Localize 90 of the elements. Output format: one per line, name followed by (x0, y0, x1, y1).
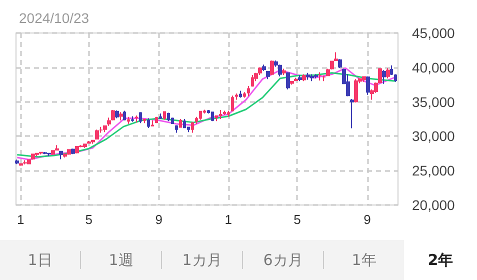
candlestick (15, 159, 19, 165)
y-tick-label: 40,000 (412, 59, 456, 76)
candlestick (151, 120, 154, 126)
candlestick (211, 112, 214, 122)
candlestick (354, 78, 358, 103)
candlestick (199, 110, 202, 120)
text: 2年 (426, 250, 454, 270)
x-tick-label: 9 (364, 212, 371, 227)
x-tick-label: 9 (155, 212, 163, 227)
candlestick (278, 64, 282, 77)
candlestick (63, 152, 67, 158)
candlestick (350, 98, 354, 129)
candlestick (266, 71, 270, 80)
candlestick (314, 74, 318, 79)
candlestick (270, 60, 274, 76)
candlestick (286, 72, 290, 90)
candlestick (231, 95, 234, 112)
candlestick (310, 74, 314, 82)
candlestick (135, 115, 138, 123)
candlestick (35, 152, 39, 157)
candlestick (87, 140, 91, 144)
candlestick (71, 148, 75, 155)
candlestick (219, 110, 222, 120)
candlestick (91, 139, 95, 144)
candlestick (366, 76, 370, 96)
x-tick-label: 1 (224, 212, 232, 227)
candlestick (306, 72, 310, 80)
candlestick (362, 76, 366, 82)
candlestick (247, 85, 250, 97)
text: 1日 (26, 250, 54, 270)
candlestick (243, 92, 246, 98)
candlestick (119, 112, 123, 121)
candlestick (318, 72, 322, 81)
candlestick (75, 146, 79, 154)
candlestick (67, 148, 71, 156)
candlestick (47, 152, 51, 157)
text: 1カ月 (181, 250, 223, 270)
candlestick (171, 117, 174, 124)
candlestick (183, 118, 186, 128)
candlestick (223, 110, 226, 116)
candlestick (131, 116, 134, 122)
x-tick-label: 5 (294, 212, 301, 227)
candlestick (282, 68, 286, 76)
candlestick (143, 118, 146, 124)
candlestick (235, 93, 238, 100)
candlestick (19, 163, 23, 166)
candlestick (386, 68, 390, 79)
candlestick (27, 159, 31, 165)
text: 1年 (350, 250, 378, 270)
candlestick (59, 150, 63, 160)
candlestick (167, 112, 170, 122)
candlestick (127, 116, 130, 124)
candlestick (159, 112, 162, 120)
candlestick (31, 153, 35, 160)
y-tick-label: 30,000 (412, 128, 456, 144)
candlestick (23, 160, 27, 165)
text: 6カ月 (262, 250, 304, 270)
candlestick (326, 68, 330, 76)
candlestick (239, 90, 242, 98)
candlestick (251, 74, 254, 88)
y-tick-label: 35,000 (412, 94, 456, 110)
x-tick-label: 1 (16, 212, 24, 227)
candlestick (294, 77, 298, 82)
candlestick (227, 110, 230, 118)
y-tick-label: 25,000 (412, 162, 456, 179)
candlestick (290, 80, 294, 86)
y-tick-label: 45,000 (412, 25, 456, 41)
candlestick (302, 74, 306, 82)
candlestick (338, 58, 342, 69)
candlestick (298, 74, 302, 82)
candlestick (139, 112, 142, 124)
candlestick (262, 64, 266, 72)
candlestick (123, 110, 126, 121)
candlestick (147, 118, 150, 128)
candlestick (163, 110, 166, 120)
candlestick (175, 124, 178, 134)
candlestick (95, 129, 99, 140)
candlestick (179, 118, 182, 128)
candlestick (382, 70, 386, 84)
candlestick (39, 152, 43, 155)
candlestick (191, 122, 194, 134)
candlestick (83, 143, 87, 148)
candlestick (43, 152, 47, 155)
y-tick-label: 20,000 (412, 197, 456, 213)
candlestick (322, 75, 326, 82)
x-tick-label: 5 (85, 212, 92, 227)
candlestick (115, 110, 119, 119)
text: 1週 (108, 250, 134, 270)
chart-title: 2024/10/23 (19, 10, 90, 26)
candlestick (155, 116, 158, 124)
